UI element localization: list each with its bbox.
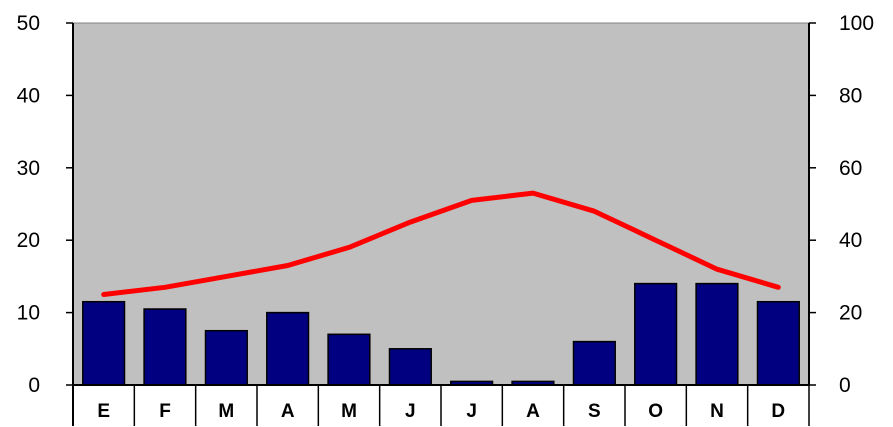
- x-tick-label: A: [281, 401, 295, 422]
- right-tick-label: 80: [839, 84, 862, 107]
- left-tick-label: 40: [17, 84, 40, 107]
- left-y-axis: 0 10 20 30 40 50: [17, 12, 73, 397]
- x-tick-label: F: [159, 401, 171, 422]
- plot-area: [72, 22, 810, 386]
- bar: [327, 333, 371, 386]
- bar: [756, 300, 800, 386]
- bar: [266, 311, 310, 386]
- bar: [143, 308, 187, 386]
- right-tick-label: 20: [839, 302, 862, 325]
- right-tick-label: 60: [839, 157, 862, 180]
- left-tick-label: 30: [17, 157, 40, 180]
- temperature-series: [101, 190, 781, 297]
- bar: [695, 282, 739, 386]
- temperature-line: [101, 190, 781, 297]
- right-tick-label: 100: [839, 12, 874, 35]
- x-tick-label: A: [526, 401, 540, 422]
- left-tick-label: 0: [28, 374, 40, 397]
- right-y-axis: 0 20 40 60 80 100: [809, 12, 874, 397]
- bar: [388, 348, 432, 386]
- x-tick-label: D: [771, 401, 785, 422]
- x-tick-label: M: [341, 401, 357, 422]
- bar: [634, 282, 678, 386]
- right-tick-label: 40: [839, 229, 862, 252]
- bar: [572, 340, 616, 386]
- bars-series: [82, 282, 800, 386]
- right-tick-label: 0: [839, 374, 851, 397]
- left-tick-label: 10: [17, 302, 40, 325]
- x-tick-label: J: [466, 401, 477, 422]
- x-tick-label: E: [97, 401, 110, 422]
- x-tick-label: O: [648, 401, 663, 422]
- x-tick-label: M: [218, 401, 234, 422]
- x-tick-label: J: [405, 401, 416, 422]
- x-tick-label: S: [588, 401, 601, 422]
- left-tick-label: 20: [17, 229, 40, 252]
- bar: [82, 300, 126, 386]
- left-tick-label: 50: [17, 12, 40, 35]
- x-tick-label: N: [710, 401, 724, 422]
- bar: [204, 329, 248, 386]
